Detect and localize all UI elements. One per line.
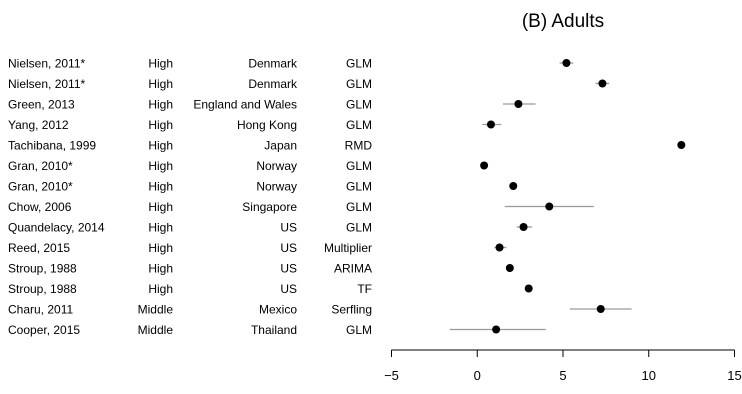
country-label: US (280, 220, 297, 234)
method-label: GLM (346, 323, 372, 337)
study-label: Charu, 2011 (8, 302, 73, 316)
study-label: Green, 2013 (8, 97, 75, 111)
point-estimate (562, 59, 571, 67)
point-estimate (486, 120, 495, 129)
income-label: High (148, 118, 173, 132)
chart-title: (B) Adults (522, 11, 604, 32)
point-estimate (492, 325, 501, 334)
method-label: GLM (346, 118, 372, 132)
study-label: Tachibana, 1999 (8, 138, 96, 152)
study-label: Stroup, 1988 (8, 261, 77, 275)
income-label: High (148, 77, 173, 91)
study-label: Gran, 2010* (8, 159, 73, 173)
income-label: High (148, 241, 173, 255)
x-tick-label: 10 (642, 368, 656, 383)
study-label: Stroup, 1988 (8, 282, 77, 296)
point-estimate (519, 223, 528, 231)
income-label: High (148, 261, 173, 275)
country-label: Hong Kong (237, 118, 297, 132)
study-label: Nielsen, 2011* (8, 56, 85, 70)
method-label: GLM (346, 200, 372, 214)
method-label: Serfling (331, 302, 372, 316)
country-label: US (280, 241, 297, 255)
point-estimate (509, 182, 518, 190)
x-tick-label: −5 (384, 368, 399, 383)
study-label: Yang, 2012 (8, 118, 69, 132)
country-label: Norway (256, 179, 297, 193)
country-label: Japan (264, 138, 297, 152)
confidence-intervals (449, 62, 632, 331)
study-label: Cooper, 2015 (8, 323, 80, 337)
country-label: Denmark (248, 56, 298, 70)
x-axis: −5 0 5 10 15 (384, 349, 742, 383)
country-label: Mexico (259, 302, 297, 316)
point-estimate (596, 305, 605, 313)
point-estimate (598, 79, 607, 88)
method-label: GLM (346, 179, 372, 193)
income-label: High (148, 200, 173, 214)
income-label: High (148, 282, 173, 296)
point-estimates (480, 59, 686, 334)
point-estimate (480, 161, 489, 170)
point-estimate (495, 243, 504, 252)
country-label: US (280, 261, 297, 275)
x-tick-label: 15 (727, 368, 741, 383)
x-tick-label: 5 (559, 368, 566, 383)
country-label: Singapore (242, 200, 297, 214)
income-label: High (148, 220, 173, 234)
income-label: High (148, 179, 173, 193)
method-label: RMD (345, 138, 373, 152)
study-label: Reed, 2015 (8, 241, 70, 255)
method-label: Multiplier (324, 241, 372, 255)
study-rows: Nielsen, 2011* High Denmark GLM Nielsen, 201… (8, 56, 373, 337)
study-label: Nielsen, 2011* (8, 77, 85, 91)
income-label: Middle (138, 323, 174, 337)
study-label: Gran, 2010* (8, 179, 73, 193)
point-estimate (677, 141, 686, 149)
country-label: Norway (256, 159, 297, 173)
method-label: TF (357, 282, 372, 296)
study-label: Quandelacy, 2014 (8, 220, 105, 234)
x-tick-label: 0 (474, 368, 481, 383)
income-label: High (148, 159, 173, 173)
country-label: England and Wales (193, 97, 297, 111)
method-label: ARIMA (334, 261, 372, 275)
method-label: GLM (346, 77, 372, 91)
method-label: GLM (346, 97, 372, 111)
method-label: GLM (346, 159, 372, 173)
income-label: High (148, 56, 173, 70)
income-label: Middle (138, 302, 174, 316)
method-label: GLM (346, 56, 372, 70)
point-estimate (505, 264, 514, 272)
study-label: Chow, 2006 (8, 200, 72, 214)
country-label: Denmark (248, 77, 298, 91)
country-label: Thailand (251, 323, 297, 337)
point-estimate (545, 202, 554, 211)
point-estimate (514, 100, 523, 108)
country-label: US (280, 282, 297, 296)
income-label: High (148, 97, 173, 111)
method-label: GLM (346, 220, 372, 234)
income-label: High (148, 138, 173, 152)
point-estimate (524, 284, 533, 293)
